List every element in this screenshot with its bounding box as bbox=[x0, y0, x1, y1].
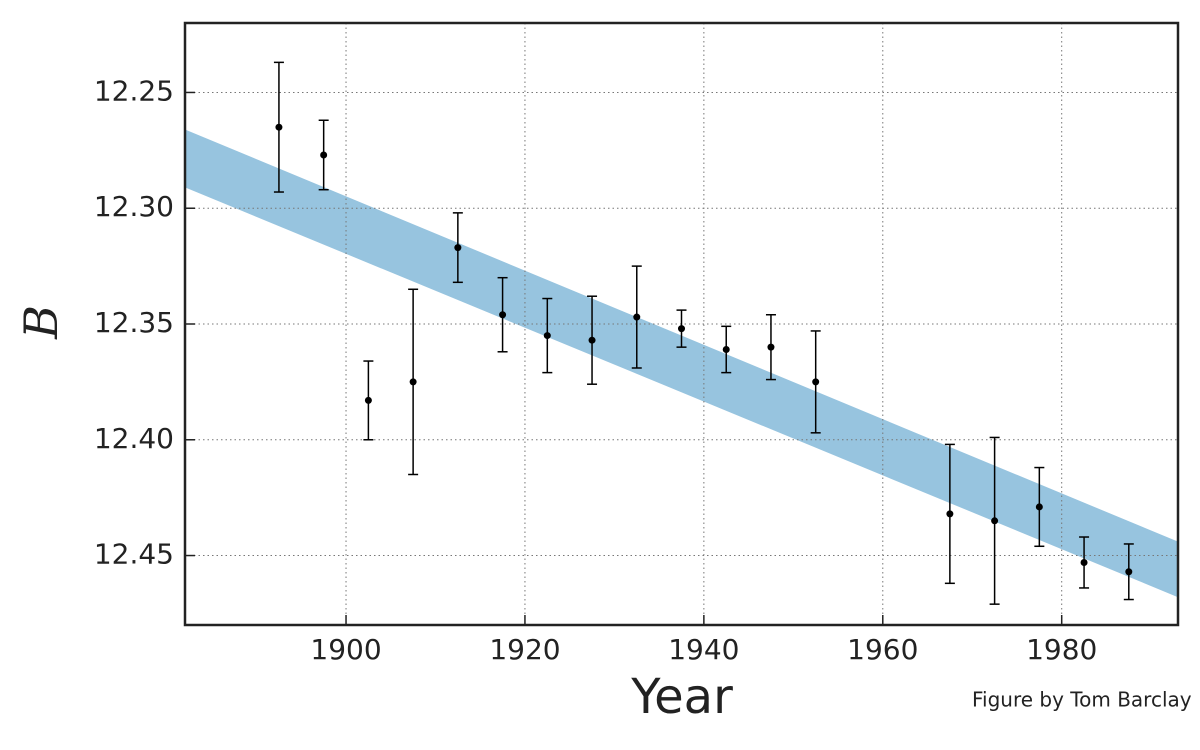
credit: Figure by Tom Barclay bbox=[972, 688, 1192, 712]
point bbox=[454, 244, 462, 252]
point bbox=[722, 345, 730, 353]
point bbox=[364, 396, 372, 404]
point bbox=[678, 325, 685, 333]
point bbox=[588, 336, 596, 344]
point bbox=[499, 311, 507, 319]
point bbox=[1125, 568, 1133, 576]
x-tick-label: 1900 bbox=[310, 633, 381, 666]
point bbox=[320, 151, 328, 159]
point bbox=[543, 332, 551, 340]
y-tick-label: 12.40 bbox=[94, 422, 174, 455]
y-axis-label: B bbox=[14, 305, 68, 340]
point bbox=[767, 343, 775, 351]
confidence-band bbox=[185, 129, 1178, 598]
x-tick-label: 1980 bbox=[1026, 633, 1097, 666]
point bbox=[812, 378, 820, 386]
x-tick-label: 1940 bbox=[668, 633, 739, 666]
x-axis-label: Year bbox=[630, 669, 733, 725]
y-tick-label: 12.35 bbox=[94, 306, 174, 339]
x-tick-label: 1920 bbox=[489, 633, 560, 666]
point bbox=[991, 517, 999, 525]
y-tick-label: 12.45 bbox=[94, 538, 174, 571]
point bbox=[633, 313, 641, 321]
point bbox=[409, 378, 417, 386]
y-tick-label: 12.25 bbox=[94, 74, 174, 107]
plot-frame bbox=[183, 21, 1180, 627]
point bbox=[1080, 558, 1088, 566]
point bbox=[275, 123, 283, 131]
x-tick-label: 1960 bbox=[847, 633, 918, 666]
y-tick-label: 12.30 bbox=[94, 190, 174, 223]
point bbox=[1035, 503, 1043, 511]
point bbox=[946, 510, 954, 518]
